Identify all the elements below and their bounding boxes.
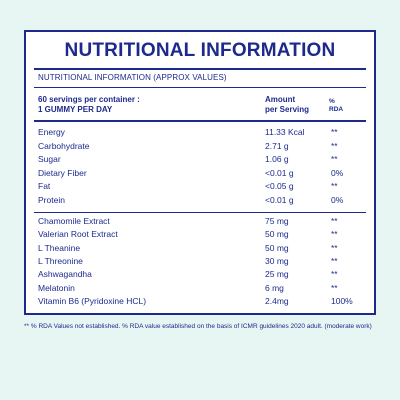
nutrient-name: Fat <box>38 181 51 191</box>
nutrient-amount: 2.4mg <box>265 295 289 306</box>
nutrient-name: Energy <box>38 127 65 137</box>
nutrient-rda: ** <box>331 269 338 280</box>
table-row: Energy 11.33 Kcal ** <box>38 127 362 139</box>
nutrient-amount: 2.71 g <box>265 140 289 151</box>
table-row: Melatonin 6 mg ** <box>38 283 362 295</box>
nutrient-rda: ** <box>331 181 338 191</box>
nutrient-rda: ** <box>331 140 338 151</box>
nutrient-amount: <0.01 g <box>265 167 294 178</box>
nutrient-amount: 50 mg <box>265 242 289 253</box>
servings-header: 60 servings per container : 1 GUMMY PER … <box>38 95 140 115</box>
table-row: Sugar 1.06 g ** <box>38 154 362 166</box>
servings-per-container: 60 servings per container : <box>38 95 140 104</box>
nutrient-rda: 0% <box>331 194 344 205</box>
footnote: ** % RDA Values not established. % RDA v… <box>24 323 372 330</box>
nutrient-rda: ** <box>331 242 338 253</box>
nutrient-amount: 11.33 Kcal <box>265 127 305 137</box>
nutrient-name: Dietary Fiber <box>38 167 87 178</box>
nutrient-rda: ** <box>331 127 338 137</box>
subtitle-divider <box>34 87 366 88</box>
table-row: Carbohydrate 2.71 g ** <box>38 141 362 153</box>
rda-header-line1: % <box>329 98 335 105</box>
nutrient-name: Sugar <box>38 154 61 164</box>
title-divider <box>34 68 366 70</box>
nutrient-name: Ashwagandha <box>38 269 92 280</box>
table-row: L Threonine 30 mg ** <box>38 256 362 268</box>
nutrient-name: Chamomile Extract <box>38 216 110 226</box>
nutrient-rda: ** <box>331 282 338 293</box>
nutrient-name: Valerian Root Extract <box>38 229 118 240</box>
nutrient-amount: 50 mg <box>265 229 289 240</box>
nutrient-name: Melatonin <box>38 282 75 293</box>
table-row: Ashwagandha 25 mg ** <box>38 269 362 281</box>
panel-subtitle: NUTRITIONAL INFORMATION (APPROX VALUES) <box>38 73 227 82</box>
amount-header-line2: per Serving <box>265 105 310 114</box>
serving-size: 1 GUMMY PER DAY <box>38 105 113 114</box>
table-row: Chamomile Extract 75 mg ** <box>38 216 362 228</box>
nutrient-name: Protein <box>38 194 65 205</box>
table-row: Protein <0.01 g 0% <box>38 195 362 207</box>
nutrient-name: L Threonine <box>38 255 83 266</box>
nutrient-amount: <0.05 g <box>265 181 294 191</box>
header-divider <box>34 120 366 122</box>
nutrient-rda: ** <box>331 154 338 164</box>
nutrient-amount: <0.01 g <box>265 194 294 205</box>
rda-header: % RDA <box>329 98 343 114</box>
nutrient-amount: 30 mg <box>265 255 289 266</box>
nutrient-rda: ** <box>331 229 338 240</box>
nutrient-amount: 75 mg <box>265 216 289 226</box>
nutrient-name: L Theanine <box>38 242 81 253</box>
nutrient-rda: 100% <box>331 295 353 306</box>
nutrient-amount: 1.06 g <box>265 154 289 164</box>
table-row: L Theanine 50 mg ** <box>38 243 362 255</box>
nutrient-rda: 0% <box>331 167 344 178</box>
nutrient-rda: ** <box>331 255 338 266</box>
section-divider <box>34 212 366 213</box>
nutrient-rda: ** <box>331 216 338 226</box>
nutrient-name: Vitamin B6 (Pyridoxine HCL) <box>38 295 147 306</box>
table-row: Vitamin B6 (Pyridoxine HCL) 2.4mg 100% <box>38 296 362 308</box>
amount-header-line1: Amount <box>265 95 296 104</box>
table-row: Dietary Fiber <0.01 g 0% <box>38 168 362 180</box>
table-row: Fat <0.05 g ** <box>38 181 362 193</box>
table-row: Valerian Root Extract 50 mg ** <box>38 229 362 241</box>
nutrient-amount: 6 mg <box>265 282 284 293</box>
nutrient-amount: 25 mg <box>265 269 289 280</box>
amount-header: Amount per Serving <box>265 95 309 115</box>
nutrition-panel: NUTRITIONAL INFORMATION NUTRITIONAL INFO… <box>24 30 376 315</box>
panel-title: NUTRITIONAL INFORMATION <box>64 40 336 61</box>
nutrient-name: Carbohydrate <box>38 140 90 151</box>
rda-header-line2: RDA <box>329 106 344 113</box>
